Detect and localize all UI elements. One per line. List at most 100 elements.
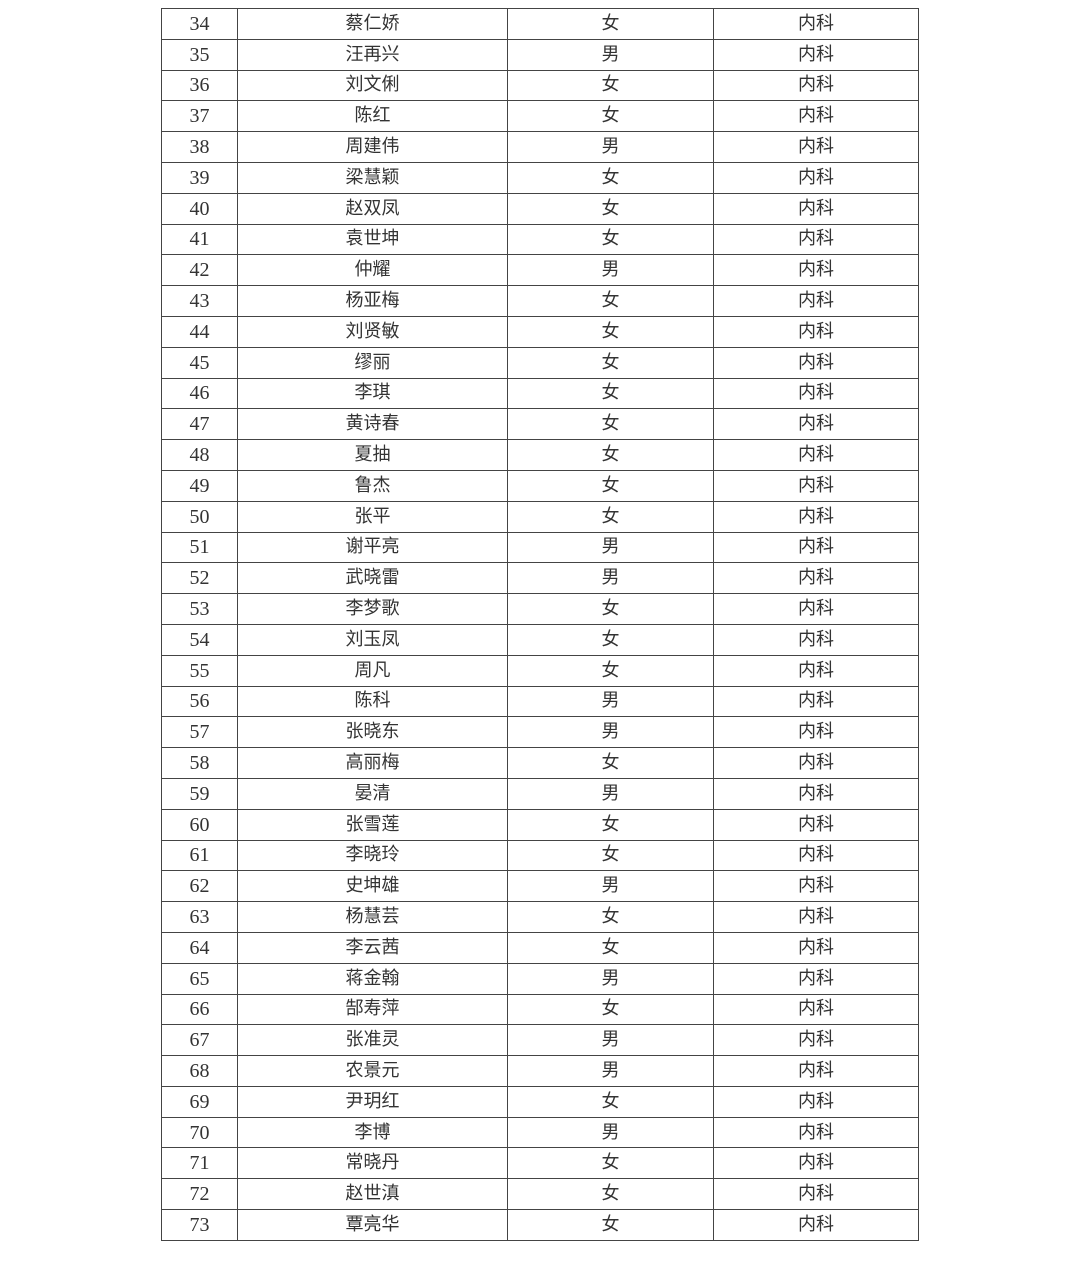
cell-gender: 男 [507,38,714,71]
cell-name: 刘文俐 [237,69,508,102]
cell-gender: 男 [507,131,714,163]
cell-number: 72 [161,1178,238,1211]
cell-number: 42 [161,254,238,287]
cell-number: 57 [161,716,238,749]
cell-name: 陈科 [237,685,508,718]
cell-name: 李云茜 [237,931,508,964]
table-row: 51 谢平亮男内科 [161,531,919,564]
cell-department: 内科 [713,562,919,595]
cell-department: 内科 [713,131,919,163]
cell-number: 67 [161,1024,238,1057]
cell-number: 35 [161,38,238,71]
cell-name: 晏清 [237,777,508,810]
cell-gender: 男 [507,562,714,595]
cell-number: 39 [161,161,238,194]
cell-number: 41 [161,223,238,256]
cell-department: 内科 [713,531,919,564]
cell-name: 刘贤敏 [237,315,508,348]
cell-department: 内科 [713,192,919,225]
cell-number: 44 [161,315,238,348]
cell-name: 李晓玲 [237,839,508,872]
cell-number: 46 [161,377,238,410]
cell-department: 内科 [713,346,919,379]
cell-name: 鲁杰 [237,469,508,502]
cell-gender: 女 [507,469,714,502]
cell-department: 内科 [713,100,919,133]
cell-gender: 女 [507,100,714,133]
cell-number: 40 [161,192,238,225]
cell-name: 夏抽 [237,439,508,471]
cell-number: 34 [161,8,238,40]
table-row: 63 杨慧芸女内科 [161,901,919,933]
cell-number: 50 [161,500,238,533]
cell-department: 内科 [713,377,919,410]
table-row: 64 李云茜女内科 [161,931,919,964]
cell-number: 53 [161,593,238,625]
cell-gender: 女 [507,161,714,194]
cell-name: 袁世坤 [237,223,508,256]
table-row: 49 鲁杰女内科 [161,469,919,502]
cell-number: 54 [161,623,238,656]
cell-gender: 女 [507,901,714,933]
cell-number: 73 [161,1209,238,1241]
cell-name: 刘玉凤 [237,623,508,656]
cell-gender: 男 [507,777,714,810]
cell-gender: 女 [507,500,714,533]
cell-number: 61 [161,839,238,872]
cell-name: 缪丽 [237,346,508,379]
cell-department: 内科 [713,593,919,625]
cell-department: 内科 [713,808,919,841]
table-body: 34 蔡仁娇女内科 35 汪再兴男内科 36 刘文俐女内科 37 陈红女内科 38 周建伟男内科 3… [161,8,919,1241]
table-row: 44 刘贤敏女内科 [161,315,919,348]
cell-gender: 女 [507,654,714,687]
cell-gender: 女 [507,593,714,625]
table-row: 70 李博男内科 [161,1116,919,1149]
cell-number: 65 [161,962,238,995]
cell-department: 内科 [713,161,919,194]
cell-gender: 男 [507,1024,714,1057]
cell-department: 内科 [713,1147,919,1180]
cell-name: 蒋金翰 [237,962,508,995]
cell-department: 内科 [713,870,919,903]
table-row: 60 张雪莲女内科 [161,808,919,841]
cell-name: 周凡 [237,654,508,687]
cell-name: 常晓丹 [237,1147,508,1180]
table-row: 65 蒋金翰男内科 [161,962,919,995]
cell-department: 内科 [713,500,919,533]
cell-department: 内科 [713,285,919,317]
cell-gender: 女 [507,931,714,964]
table-row: 40 赵双凤女内科 [161,192,919,225]
cell-gender: 男 [507,962,714,995]
cell-gender: 女 [507,808,714,841]
cell-number: 69 [161,1085,238,1118]
cell-number: 55 [161,654,238,687]
cell-department: 内科 [713,901,919,933]
cell-gender: 女 [507,623,714,656]
cell-department: 内科 [713,408,919,441]
cell-gender: 女 [507,315,714,348]
table-row: 45 缪丽女内科 [161,346,919,379]
cell-name: 史坤雄 [237,870,508,903]
cell-name: 覃亮华 [237,1209,508,1241]
cell-name: 蔡仁娇 [237,8,508,40]
table-row: 58 高丽梅女内科 [161,747,919,779]
table-row: 55 周凡女内科 [161,654,919,687]
cell-number: 71 [161,1147,238,1180]
table-row: 59 晏清男内科 [161,777,919,810]
cell-gender: 女 [507,1085,714,1118]
table-row: 66 郜寿萍女内科 [161,993,919,1026]
cell-number: 59 [161,777,238,810]
cell-name: 李琪 [237,377,508,410]
table-row: 39 梁慧颖女内科 [161,161,919,194]
table-row: 46 李琪女内科 [161,377,919,410]
table-row: 43 杨亚梅女内科 [161,285,919,317]
cell-gender: 女 [507,223,714,256]
cell-department: 内科 [713,1085,919,1118]
cell-gender: 女 [507,346,714,379]
cell-name: 赵双凤 [237,192,508,225]
cell-gender: 女 [507,1209,714,1241]
table-row: 57 张晓东男内科 [161,716,919,749]
cell-name: 谢平亮 [237,531,508,564]
cell-department: 内科 [713,254,919,287]
cell-number: 47 [161,408,238,441]
